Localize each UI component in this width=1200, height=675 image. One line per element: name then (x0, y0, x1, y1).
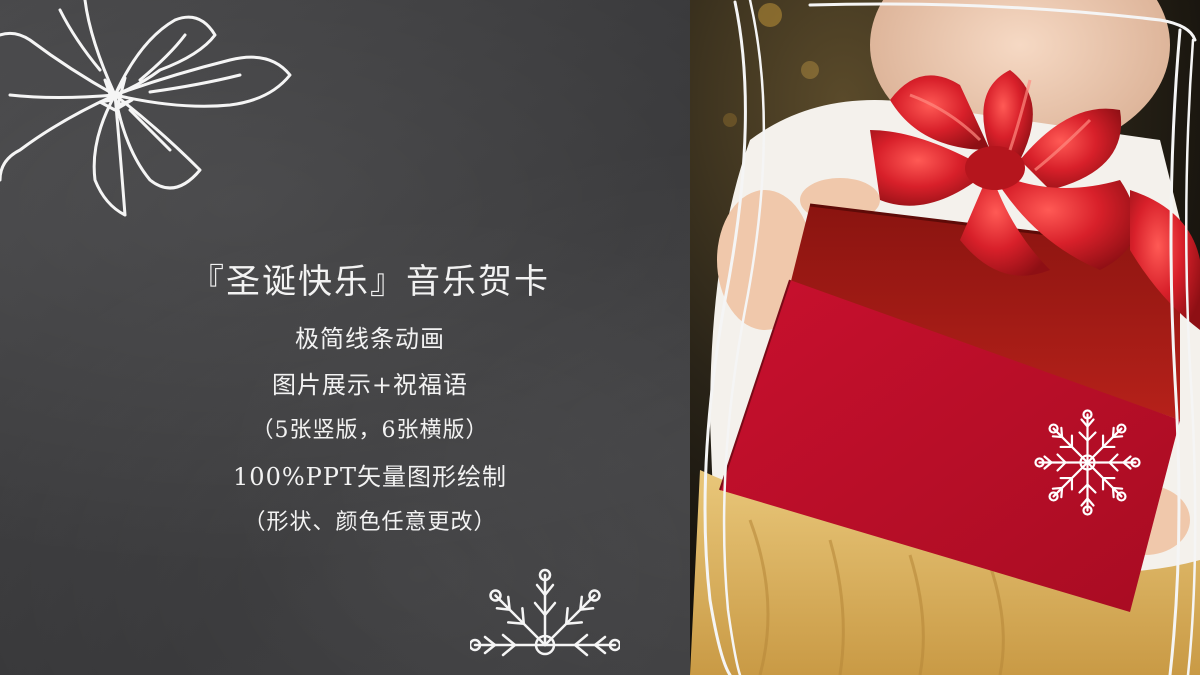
feature-line-1: 极简线条动画 (80, 316, 660, 362)
feature-line-2: 图片展示+祝福语 (80, 362, 660, 408)
greeting-text-block: 『圣诞快乐』音乐贺卡 极简线条动画 图片展示+祝福语 （5张竖版，6张横版） 1… (80, 258, 660, 546)
photo-snowflake-icon (1030, 405, 1145, 520)
slide-title: 『圣诞快乐』音乐贺卡 (80, 258, 660, 306)
chalk-frame (640, 0, 1200, 675)
poinsettia-line-icon (0, 0, 300, 230)
feature-line-3: （5张竖版，6张横版） (80, 408, 660, 454)
feature-line-5: （形状、颜色任意更改） (80, 500, 660, 546)
feature-line-4: 100%PPT矢量图形绘制 (80, 454, 660, 500)
snowflake-icon (470, 565, 620, 675)
